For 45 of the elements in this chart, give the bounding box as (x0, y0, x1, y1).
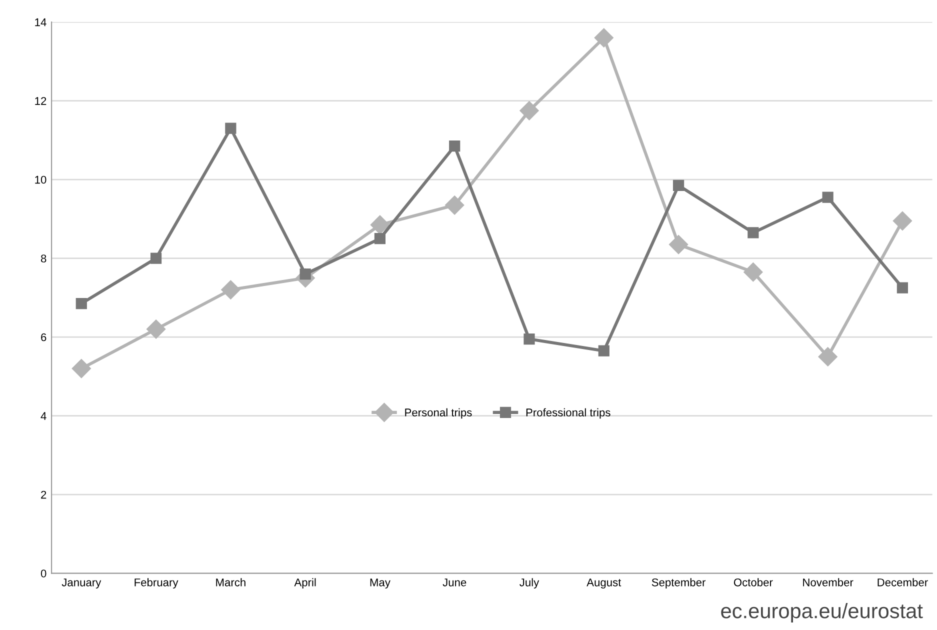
point (76, 298, 87, 310)
point (896, 282, 908, 294)
legend-label: Personal trips (405, 408, 472, 419)
point (594, 28, 614, 48)
point (520, 101, 539, 120)
y-tick-label: 6 (41, 333, 46, 342)
x-tick-label: February (134, 578, 178, 589)
x-tick-label: October (734, 578, 773, 586)
point (146, 320, 166, 339)
x-tick-label: July (520, 578, 540, 589)
point (221, 280, 240, 300)
y-tick-label: 4 (40, 412, 46, 420)
y-tick-label: 12 (35, 97, 46, 105)
x-tick-label: December (878, 578, 928, 586)
y-tick-label: 14 (35, 18, 46, 26)
x-tick-label: March (216, 578, 246, 586)
point (72, 359, 91, 378)
x-tick-label: January (62, 578, 102, 589)
y-tick-label: 2 (41, 490, 46, 499)
point (822, 192, 834, 203)
x-tick-label: May (370, 578, 390, 589)
x-tick-label: August (586, 578, 622, 589)
x-tick-label: June (442, 578, 466, 586)
point (598, 345, 610, 356)
x-tick-label: November (803, 578, 854, 586)
point (225, 122, 236, 134)
point (668, 234, 688, 254)
x-tick-label: April (294, 578, 316, 589)
point (374, 233, 386, 244)
point (748, 227, 759, 238)
point (892, 211, 912, 230)
point (744, 262, 763, 282)
y-tick-label: 10 (35, 176, 46, 184)
point (370, 215, 390, 234)
point (818, 347, 838, 366)
point (449, 140, 460, 152)
point (445, 196, 464, 215)
y-tick-label: 0 (40, 570, 46, 578)
y-tick-label: 8 (40, 254, 46, 262)
point (524, 333, 535, 345)
point (150, 252, 162, 264)
x-tick-label: September (652, 578, 706, 589)
text: ec.europa.eu/eurostat (721, 603, 923, 622)
legend-label: Professional trips (526, 408, 610, 419)
point (672, 180, 684, 192)
